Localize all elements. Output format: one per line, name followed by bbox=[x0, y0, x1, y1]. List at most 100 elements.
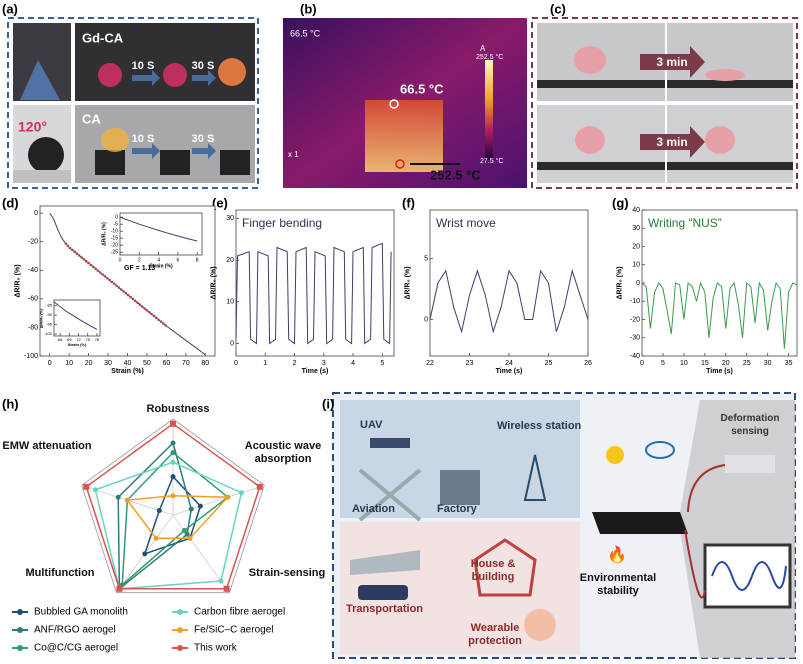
y-axis-label: ΔR/R₀ (%) bbox=[210, 266, 217, 299]
panel-label: (c) bbox=[550, 1, 566, 16]
x-tick-label: 15 bbox=[701, 360, 709, 367]
radar-series bbox=[117, 441, 193, 591]
y-axis-label: ΔR/R₀ (%) bbox=[404, 266, 411, 299]
radar-point bbox=[238, 490, 244, 496]
radar-point bbox=[188, 506, 194, 512]
time: 10 S bbox=[132, 133, 155, 145]
line bbox=[641, 281, 798, 349]
time: 30 S bbox=[192, 60, 215, 72]
x-tick-label: 25 bbox=[545, 360, 553, 367]
y-axis-label: ΔR/R₀ (%) bbox=[38, 308, 43, 328]
y-tick-label: 10 bbox=[226, 299, 234, 306]
label: Wearable protection bbox=[468, 622, 522, 647]
label: Deformation sensing bbox=[720, 413, 780, 437]
x-axis-label: Time (s) bbox=[706, 368, 733, 375]
radar-axis-label: Robustness bbox=[146, 403, 210, 415]
panel-b: 66.5 °C 66.5 °C 252.5 °C A 252.5 °C 27.5… bbox=[283, 18, 527, 188]
y-axis-label: ΔR/R₀ (%) bbox=[101, 222, 107, 246]
y-tick-label: -40 bbox=[28, 267, 38, 274]
legend-marker bbox=[177, 627, 183, 633]
radar-point bbox=[83, 483, 90, 490]
y-tick-label: -20 bbox=[630, 316, 640, 323]
chart-title: Finger bending bbox=[242, 216, 322, 230]
y-tick-label: -10 bbox=[111, 229, 118, 235]
panel-label: (d) bbox=[2, 195, 19, 210]
radar-point bbox=[170, 474, 176, 480]
label: Transportation bbox=[346, 603, 424, 615]
radar-point bbox=[170, 459, 176, 465]
x-tick-label: 60 bbox=[162, 360, 170, 367]
plot-frame bbox=[235, 209, 395, 357]
x-tick-label: 20 bbox=[722, 360, 730, 367]
x-tick-label: 10 bbox=[65, 360, 73, 367]
line bbox=[429, 268, 589, 334]
x-tick-label: 25 bbox=[743, 360, 751, 367]
label: 252.5 °C bbox=[430, 167, 481, 182]
label: x 1 bbox=[288, 150, 299, 159]
x-tick-label: 23 bbox=[466, 360, 474, 367]
legend-marker bbox=[177, 645, 183, 651]
y-tick-label: 10 bbox=[632, 262, 640, 269]
radar-point bbox=[170, 440, 176, 446]
x-tick-label: 5 bbox=[380, 360, 384, 367]
legend-label: Bubbled GA monolith bbox=[34, 607, 128, 618]
x-tick-label: 2 bbox=[138, 257, 141, 263]
plot-frame bbox=[119, 212, 203, 256]
y-tick-label: -10 bbox=[630, 298, 640, 305]
radar-series bbox=[94, 461, 243, 590]
legend-marker bbox=[17, 627, 23, 633]
radar-axis-label: EMW attenuation bbox=[2, 440, 92, 452]
x-tick-label: 2 bbox=[293, 360, 297, 367]
panel-label: (e) bbox=[212, 195, 228, 210]
radar-point bbox=[170, 420, 176, 427]
panel-c: 3 min 3 min bbox=[531, 17, 798, 189]
x-tick-label: 4 bbox=[157, 257, 160, 263]
x-tick-label: 22 bbox=[426, 360, 434, 367]
x-tick-label: 78 bbox=[95, 337, 100, 342]
label: 66.5 °C bbox=[400, 81, 444, 96]
x-tick-label: 6 bbox=[176, 257, 179, 263]
y-tick-label: -85 bbox=[46, 303, 53, 308]
y-tick-label: -100 bbox=[24, 353, 38, 360]
radar-point bbox=[153, 535, 159, 541]
angle: 120° bbox=[18, 119, 47, 135]
legend-label: Carbon fibre aerogel bbox=[194, 607, 285, 618]
radar-point bbox=[115, 494, 121, 500]
radar-series bbox=[121, 451, 229, 587]
chart-title: Wrist move bbox=[436, 216, 496, 230]
time: 30 S bbox=[192, 133, 215, 145]
legend-label: Fe/SiC–C aerogel bbox=[194, 625, 273, 636]
radar-axis-label: Strain-sensing bbox=[248, 567, 326, 579]
y-tick-label: -80 bbox=[28, 324, 38, 331]
label: 252.5 °C bbox=[476, 53, 503, 61]
legend-marker bbox=[177, 609, 183, 615]
x-tick-label: 10 bbox=[680, 360, 688, 367]
plot-frame bbox=[641, 209, 798, 357]
radar-series bbox=[85, 422, 261, 590]
x-axis-label: Strain (%) bbox=[68, 342, 87, 347]
x-tick-label: 30 bbox=[104, 360, 112, 367]
radar-point bbox=[142, 551, 148, 557]
y-tick-label: 0 bbox=[34, 210, 38, 217]
panel-label: (a) bbox=[2, 1, 18, 16]
x-tick-label: 3 bbox=[322, 360, 326, 367]
x-tick-label: 35 bbox=[785, 360, 793, 367]
label: Aviation bbox=[352, 503, 395, 515]
radar-point bbox=[124, 497, 130, 503]
x-tick-label: 0 bbox=[640, 360, 644, 367]
y-axis-label: ΔR/R₀ (%) bbox=[616, 266, 623, 299]
radar-point bbox=[181, 528, 187, 534]
x-axis-label: Strain (%) bbox=[111, 368, 144, 375]
plot-frame bbox=[429, 209, 589, 357]
chart-title: Writing “NUS” bbox=[648, 216, 722, 230]
radar-point bbox=[187, 535, 193, 541]
time: 10 S bbox=[132, 60, 155, 72]
label: 66.5 °C bbox=[290, 28, 321, 38]
x-tick-label: 26 bbox=[584, 360, 592, 367]
label: A bbox=[480, 44, 486, 53]
radar-point bbox=[256, 483, 263, 490]
x-tick-label: 0 bbox=[234, 360, 238, 367]
x-tick-label: 20 bbox=[85, 360, 93, 367]
